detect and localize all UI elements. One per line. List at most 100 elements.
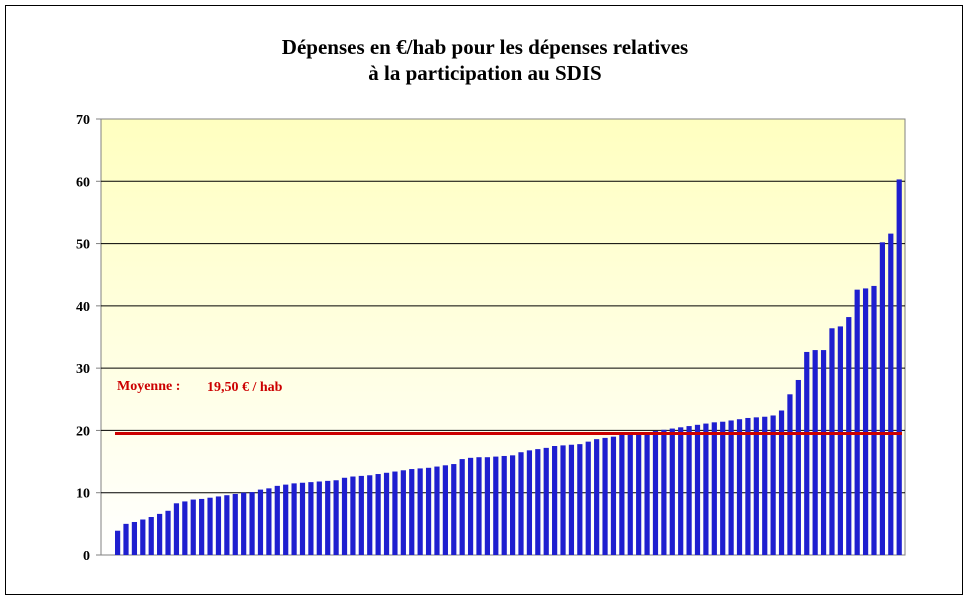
- y-axis-ticks: 0 10 20 30 40 50 60 70: [76, 113, 101, 564]
- bar: [350, 476, 356, 555]
- y-tick-label: 60: [76, 175, 90, 190]
- bar: [308, 482, 314, 555]
- bar: [728, 420, 734, 555]
- bar: [274, 485, 280, 555]
- bar: [585, 441, 591, 555]
- average-value: 19,50 € / hab: [207, 380, 283, 395]
- bar: [451, 464, 457, 555]
- chart-title-line2: à la participation au SDIS: [368, 61, 602, 85]
- bar: [535, 449, 541, 555]
- bar: [341, 477, 348, 555]
- bar: [518, 452, 524, 555]
- bar: [358, 475, 364, 555]
- bar: [224, 495, 230, 555]
- bar: [241, 492, 247, 555]
- chart-title: Dépenses en €/hab pour les dépenses rela…: [0, 34, 970, 86]
- bar: [215, 496, 222, 555]
- bar: [173, 503, 180, 555]
- bar: [148, 517, 154, 555]
- bar: [770, 415, 776, 555]
- bar: [678, 427, 684, 555]
- bar: [778, 410, 785, 555]
- bar: [577, 444, 583, 555]
- bar: [619, 434, 625, 555]
- bar: [283, 484, 289, 555]
- bar: [383, 472, 390, 555]
- bar: [594, 439, 600, 555]
- bar: [140, 519, 146, 555]
- y-tick-label: 0: [83, 549, 90, 564]
- bar: [568, 444, 575, 555]
- bar: [720, 421, 726, 555]
- bar: [896, 179, 902, 556]
- y-tick-label: 30: [76, 362, 90, 377]
- bar: [467, 457, 474, 555]
- bar: [753, 417, 759, 555]
- y-tick-label: 20: [76, 424, 90, 439]
- chart-title-line1: Dépenses en €/hab pour les dépenses rela…: [281, 35, 689, 59]
- bar: [375, 474, 381, 555]
- bar: [795, 379, 801, 555]
- bar: [249, 492, 255, 555]
- bar: [299, 482, 306, 555]
- bar: [644, 432, 650, 555]
- bar: [602, 437, 608, 555]
- bar: [526, 450, 533, 555]
- bar: [820, 350, 827, 555]
- bar: [837, 326, 843, 555]
- y-tick-label: 70: [76, 113, 90, 128]
- bar: [442, 465, 448, 555]
- bar: [409, 469, 415, 555]
- bar: [652, 431, 659, 555]
- bar: [854, 289, 860, 555]
- average-label: Moyenne :: [117, 379, 180, 394]
- bar: [182, 501, 188, 555]
- bar: [501, 455, 507, 555]
- bar: [636, 433, 642, 555]
- bar: [493, 456, 499, 555]
- bar: [888, 233, 894, 556]
- bar: [257, 489, 264, 555]
- y-tick-label: 10: [76, 487, 90, 502]
- bar: [787, 394, 793, 555]
- bar: [829, 328, 835, 555]
- bar: [392, 471, 398, 555]
- bar: [123, 523, 129, 555]
- bar: [115, 530, 121, 555]
- bar: [434, 466, 440, 555]
- bar: [552, 446, 558, 555]
- bar: [812, 350, 818, 555]
- bar: [165, 510, 171, 555]
- bar: [510, 455, 516, 555]
- bar: [736, 419, 743, 555]
- bar: [476, 457, 482, 555]
- bar: [627, 434, 633, 555]
- bar: [846, 317, 852, 555]
- bar: [425, 467, 432, 555]
- bar: [484, 457, 490, 555]
- average-line-group: Moyenne : 19,50 € / hab: [115, 379, 902, 436]
- bar: [862, 288, 869, 555]
- bar: [459, 459, 465, 555]
- bar: [661, 429, 667, 555]
- bar: [207, 497, 213, 555]
- bar: [711, 422, 717, 555]
- bar: [560, 445, 566, 555]
- bar: [762, 416, 768, 555]
- bar: [325, 480, 331, 555]
- bar: [610, 436, 617, 555]
- y-tick-label: 50: [76, 238, 90, 253]
- bar: [694, 424, 701, 555]
- bars: [115, 179, 902, 556]
- bar: [367, 475, 373, 555]
- bar: [703, 423, 709, 555]
- bar: [669, 428, 675, 555]
- y-tick-label: 40: [76, 300, 90, 315]
- bar: [316, 481, 322, 555]
- bar: [879, 242, 885, 555]
- bar: [543, 447, 549, 555]
- bar: [266, 488, 272, 555]
- bar: [291, 483, 297, 555]
- bar: [131, 521, 138, 555]
